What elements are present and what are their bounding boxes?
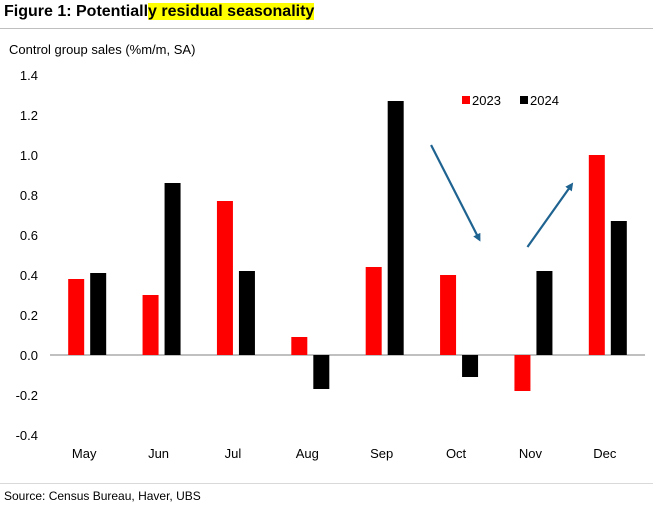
y-tick-label: 0.8 [20,188,38,203]
legend-label-2023: 2023 [472,93,501,108]
bar-2023-aug [291,337,308,355]
bar-2024-oct [462,355,479,377]
bar-2024-sep [387,101,404,355]
title-divider [0,28,653,29]
x-tick-label: Oct [446,446,467,461]
bar-2023-sep [365,267,382,355]
x-tick-label: Dec [593,446,617,461]
y-tick-label: 0.0 [20,348,38,363]
trend-arrow-down [430,144,481,242]
figure-title-prefix: Figure 1: Potentiall [4,3,149,20]
legend-swatch-2024 [520,96,528,104]
bars [68,101,627,391]
bar-2023-dec [588,155,605,355]
bar-2024-may [90,273,107,355]
legend-swatch-2023 [462,96,470,104]
y-tick-label: 1.2 [20,108,38,123]
legend-label-2024: 2024 [530,93,559,108]
x-tick-label: May [72,446,97,461]
source-note: Source: Census Bureau, Haver, UBS [4,489,201,503]
bar-2023-may [68,279,85,355]
bar-2023-jun [142,295,159,355]
bar-2024-jun [164,183,181,355]
x-tick-labels: May Jun Jul Aug Sep Oct Nov Dec [72,446,617,461]
source-divider [0,483,653,484]
x-tick-label: Nov [519,446,543,461]
y-tick-label: 0.2 [20,308,38,323]
y-tick-label: 0.4 [20,268,38,283]
y-tick-label: -0.4 [16,428,38,443]
figure-title: Figure 1: Potentially residual seasonali… [4,3,315,21]
x-tick-label: Jul [225,446,242,461]
figure-title-highlight: y residual seasonality [148,3,315,20]
x-tick-label: Aug [296,446,319,461]
bar-2023-oct [440,275,457,355]
y-tick-label: -0.2 [16,388,38,403]
bar-2023-jul [216,201,233,355]
x-tick-label: Jun [148,446,169,461]
chart: -0.4 -0.2 0.0 0.2 0.4 0.6 0.8 1.0 1.2 1.4 May Jun J… [16,68,645,461]
y-tick-label: 0.6 [20,228,38,243]
bar-2024-jul [238,271,255,355]
annotation-arrows [430,144,574,248]
bar-2024-nov [536,271,553,355]
y-tick-labels: -0.4 -0.2 0.0 0.2 0.4 0.6 0.8 1.0 1.2 1.4 [16,68,38,443]
x-tick-label: Sep [370,446,393,461]
bar-2023-nov [514,355,531,391]
trend-arrow-up [526,182,574,248]
bar-2024-dec [610,221,627,355]
y-tick-label: 1.0 [20,148,38,163]
y-axis-label: Control group sales (%m/m, SA) [9,42,196,57]
legend: 2023 2024 [462,93,559,108]
y-tick-label: 1.4 [20,68,38,83]
bar-2024-aug [313,355,330,389]
